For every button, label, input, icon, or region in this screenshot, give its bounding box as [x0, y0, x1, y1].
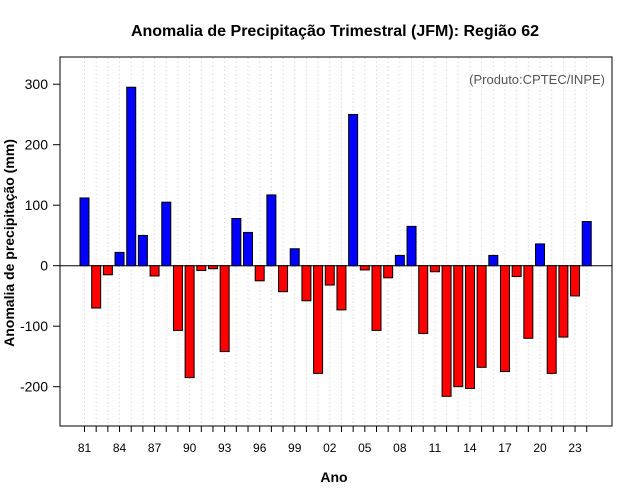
bar-2002 [324, 265, 335, 286]
bar-1997 [266, 194, 277, 267]
bar-2007 [383, 265, 394, 279]
bars [79, 86, 592, 397]
x-tick-label: 93 [218, 441, 232, 455]
credit-text: (Produto:CPTEC/INPE) [469, 72, 605, 87]
y-axis: -200 -100 0 100 200 300 [20, 76, 60, 395]
bar-1983 [102, 265, 113, 276]
bar-2015 [476, 265, 487, 368]
y-axis-label: Anomalia de precipitação (mm) [1, 139, 17, 347]
x-tick-label: 02 [323, 441, 337, 455]
bar-2021 [546, 265, 557, 374]
bar-1987 [149, 265, 160, 277]
x-tick-label: 11 [429, 441, 442, 455]
bar-2006 [371, 265, 382, 331]
bar-2018 [511, 265, 522, 278]
bar-1989 [172, 265, 183, 331]
bar-2000 [301, 265, 312, 302]
bar-2004 [348, 113, 359, 267]
bar-2011 [429, 265, 440, 273]
bar-1990 [184, 265, 195, 379]
chart-title: Anomalia de Precipitação Trimestral (JFM… [131, 23, 539, 40]
bar-1982 [91, 265, 102, 309]
bar-1993 [219, 265, 230, 353]
bar-1998 [278, 265, 289, 293]
bar-1992 [207, 265, 218, 270]
y-tick-label: -200 [20, 379, 48, 395]
bar-2016 [488, 254, 499, 267]
x-tick-label: 99 [288, 441, 302, 455]
x-tick-label: 96 [253, 441, 267, 455]
plot-frame [59, 56, 613, 427]
y-tick-label: 300 [25, 76, 49, 92]
bar-1996 [254, 265, 265, 282]
bar-1981 [79, 197, 90, 267]
bar-1994 [231, 218, 242, 267]
y-tick-label: 0 [40, 258, 48, 274]
x-tick-label: 87 [148, 441, 162, 455]
x-axis-label: Ano [320, 469, 347, 485]
x-tick-label: 14 [463, 441, 477, 455]
x-axis: 81 84 87 90 93 96 99 02 05 08 11 14 17 20 23 [78, 426, 588, 455]
gridlines [84, 58, 588, 425]
bar-1995 [243, 231, 254, 267]
x-tick-label: 08 [393, 441, 407, 455]
x-tick-label: 81 [78, 441, 92, 455]
bar-1991 [196, 265, 207, 272]
y-tick-label: 200 [25, 137, 49, 153]
bar-2014 [464, 265, 475, 389]
bar-2019 [523, 265, 534, 339]
bar-1999 [289, 248, 300, 267]
bar-2009 [406, 225, 417, 267]
y-tick-label: -100 [20, 318, 48, 334]
bar-2010 [418, 265, 429, 334]
bar-1985 [126, 86, 137, 267]
bar-2020 [535, 243, 546, 267]
bar-2017 [499, 265, 510, 373]
bar-2003 [336, 265, 347, 311]
bar-2001 [313, 265, 324, 374]
x-tick-label: 84 [113, 441, 127, 455]
bar-2024 [581, 221, 592, 267]
bar-2022 [558, 265, 569, 338]
bar-1984 [114, 251, 125, 267]
bar-2013 [453, 265, 464, 388]
bar-2012 [441, 265, 452, 397]
bar-1988 [161, 201, 172, 267]
bar-2023 [570, 265, 581, 297]
x-tick-label: 20 [533, 441, 547, 455]
x-tick-label: 17 [498, 441, 512, 455]
bar-1986 [137, 234, 148, 267]
bar-2005 [359, 265, 370, 271]
x-tick-label: 23 [568, 441, 582, 455]
bar-2008 [394, 254, 405, 267]
x-tick-label: 90 [183, 441, 197, 455]
x-tick-label: 05 [358, 441, 372, 455]
y-tick-label: 100 [25, 197, 49, 213]
